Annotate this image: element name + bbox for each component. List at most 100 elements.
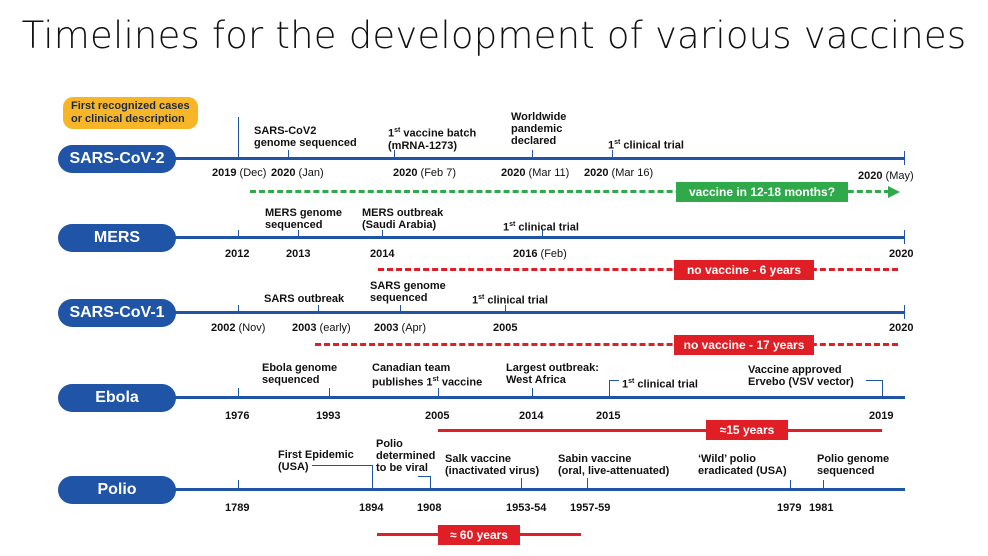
sars1-event-genome: SARS genome sequenced (370, 280, 446, 304)
sars1-axis-end (904, 305, 905, 319)
date-label: 1976 (225, 410, 250, 422)
note-line-1: First recognized cases (71, 100, 190, 112)
polio-label: Polio (58, 476, 176, 504)
mers-status-box: no vaccine - 6 years (674, 260, 814, 280)
viral-connector (418, 476, 430, 477)
date-label: 1993 (316, 410, 341, 422)
polio-event-sabin: Sabin vaccine (oral, live-attenuated) (558, 453, 669, 477)
date-label: 1789 (225, 502, 250, 514)
tick (609, 380, 610, 396)
note-connector (238, 117, 239, 159)
ebola-span-box: ≈15 years (706, 420, 788, 440)
date-label: 2015 (596, 410, 621, 422)
date-label: 2019 (Dec) (212, 167, 267, 179)
tick (612, 150, 613, 158)
event-line: to be viral (376, 462, 428, 474)
tick (298, 230, 299, 238)
mers-event-genome: MERS genome sequenced (265, 207, 342, 231)
date-label: 2003 (Apr) (374, 322, 426, 334)
sars2-axis (120, 157, 905, 160)
mers-label: MERS (58, 224, 176, 252)
event-line: genome sequenced (254, 137, 357, 149)
event-line: Worldwide (511, 111, 567, 123)
tick (372, 465, 373, 488)
date-label: 2020 (889, 322, 914, 334)
ebola-event-largest-outbreak: Largest outbreak: West Africa (506, 362, 599, 386)
tick (329, 388, 330, 396)
date-label: 1979 (777, 502, 802, 514)
sars2-projection-line (250, 190, 890, 193)
tick (238, 388, 239, 396)
event-line: Ervebo (VSV vector) (748, 376, 854, 388)
mers-event-outbreak: MERS outbreak (Saudi Arabia) (362, 207, 443, 231)
arrow-right-icon (888, 186, 900, 198)
tick (505, 305, 506, 313)
date-label: 1981 (809, 502, 834, 514)
sars1-event-outbreak: SARS outbreak (264, 293, 345, 305)
date-label: 2005 (493, 322, 518, 334)
tick (587, 478, 588, 488)
event-line: sequenced (262, 374, 320, 386)
event-line: pandemic (511, 123, 563, 135)
event-line: Polio genome (817, 453, 890, 465)
sars1-label: SARS-CoV-1 (58, 299, 176, 327)
sars1-axis (120, 311, 905, 314)
date-label: 1957-59 (570, 502, 611, 514)
date-label: 2020 (Mar 11) (501, 167, 570, 179)
date-label: 2013 (286, 248, 311, 260)
event-line: (inactivated virus) (445, 465, 540, 477)
tick (521, 478, 522, 488)
tick (790, 480, 791, 488)
event-line: eradicated (USA) (698, 465, 787, 477)
sars2-event-pandemic: Worldwide pandemic declared (511, 111, 566, 147)
polio-axis (120, 488, 905, 491)
event-line: (USA) (278, 461, 309, 473)
date-label: 2020 (889, 248, 914, 260)
tick (238, 305, 239, 313)
date-label: 2012 (225, 248, 250, 260)
ebola-event-vaccine-approved: Vaccine approved Ervebo (VSV vector) (748, 364, 854, 388)
note-line-2: or clinical description (71, 113, 185, 125)
tick (400, 305, 401, 313)
sars1-status-box: no vaccine - 17 years (674, 335, 814, 355)
event-line: ‘Wild’ polio (698, 453, 756, 465)
date-label: 1894 (359, 502, 384, 514)
event-line: SARS genome (370, 280, 446, 292)
tick (238, 230, 239, 238)
ebola-span-line (438, 429, 882, 432)
tick (288, 150, 289, 158)
sars1-event-clinical-trial: 1st clinical trial (472, 294, 548, 307)
sars2-projection-box: vaccine in 12-18 months? (676, 182, 848, 202)
tick (532, 150, 533, 158)
date-label: 2019 (869, 410, 894, 422)
tick (394, 150, 395, 158)
event-line: Canadian team (372, 362, 451, 374)
date-label: 2020 (May) (858, 170, 914, 182)
ebola-axis (120, 396, 905, 399)
event-line: sequenced (370, 292, 428, 304)
approval-connector (866, 380, 882, 381)
polio-event-eradicated: ‘Wild’ polio eradicated (USA) (698, 453, 787, 477)
polio-span-box: ≈ 60 years (438, 525, 520, 545)
event-line: Salk vaccine (445, 453, 512, 465)
event-line: (oral, live-attenuated) (558, 465, 670, 477)
tick (542, 230, 543, 238)
date-label: 2014 (370, 248, 395, 260)
first-epidemic-connector (312, 465, 372, 466)
clinical-trial-connector (609, 380, 619, 381)
event-line: determined (376, 450, 436, 462)
event-line: Polio (376, 438, 403, 450)
sars2-axis-end (904, 151, 905, 165)
event-line: MERS outbreak (362, 207, 444, 219)
date-label: 2003 (early) (292, 322, 351, 334)
date-label: 2014 (519, 410, 544, 422)
event-line: 1st vaccine batch (388, 127, 477, 140)
date-label: 1953-54 (506, 502, 547, 514)
event-line: West Africa (506, 374, 566, 386)
tick (532, 388, 533, 396)
mers-no-vaccine-line (378, 268, 898, 271)
date-label: 2020 (Feb 7) (393, 167, 456, 179)
ebola-event-clinical-trial: 1st clinical trial (622, 378, 698, 391)
tick (382, 230, 383, 238)
event-line: (mRNA-1273) (388, 139, 458, 152)
